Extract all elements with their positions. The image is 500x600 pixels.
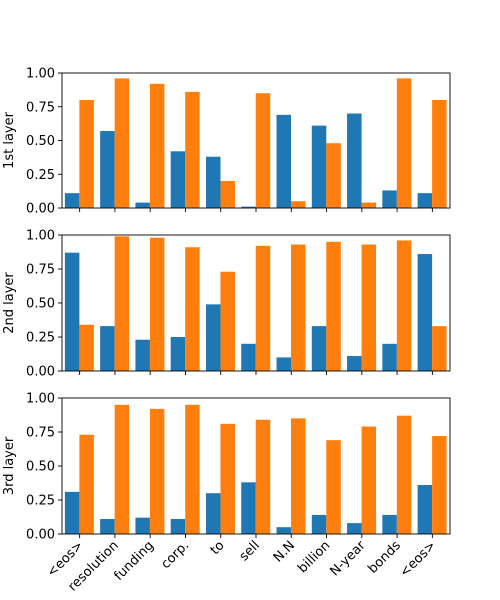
bar-2-5: [220, 423, 235, 534]
bar-1-8: [311, 326, 327, 371]
bar-2-4: [185, 404, 200, 534]
bar-1-1: [64, 252, 80, 371]
panel-1: 0.00 0.25 0.50 0.75 1.00 1st layer: [2, 67, 451, 217]
bar-1-7: [276, 527, 292, 534]
bar-2-1: [79, 324, 94, 371]
bar-2-5: [220, 181, 235, 208]
bar-1-4: [170, 151, 186, 208]
bar-2-3: [149, 408, 165, 534]
bar-2-4: [185, 91, 200, 208]
panel-3: 0.00 0.25 0.50 0.75 1.00 3rd layer: [2, 392, 451, 543]
bar-2-7: [291, 418, 306, 534]
bar-1-6: [241, 482, 256, 534]
bar-2-9: [361, 244, 377, 371]
bar-1-8: [311, 125, 327, 208]
bar-2-11: [432, 436, 447, 534]
bar-2-2: [114, 78, 130, 209]
y-axis-label: 3rd layer: [2, 436, 17, 495]
bar-1-1: [64, 491, 80, 534]
bar-2-9: [361, 426, 377, 534]
bar-2-8: [326, 440, 341, 534]
bar-1-9: [347, 113, 362, 208]
y-tick-label: 0.25: [26, 494, 55, 509]
bar-1-11: [417, 193, 433, 208]
bar-2-10: [396, 240, 412, 371]
y-tick-label: 0.75: [26, 100, 55, 115]
bar-2-5: [220, 271, 235, 371]
bar-2-7: [291, 201, 306, 208]
bar-2-8: [326, 241, 341, 371]
bar-1-4: [170, 337, 186, 371]
bar-1-9: [347, 523, 362, 534]
bar-2-6: [255, 419, 271, 534]
y-tick-label: 0.50: [26, 134, 55, 149]
bar-1-5: [205, 156, 221, 208]
y-tick-label: 0.25: [26, 168, 55, 183]
bar-1-2: [100, 131, 115, 208]
bar-2-3: [149, 237, 165, 371]
bar-2-1: [79, 434, 94, 534]
bar-1-7: [276, 357, 292, 371]
bar-1-11: [417, 485, 433, 534]
bar-1-5: [205, 493, 221, 534]
bar-1-6: [241, 343, 256, 371]
bar-1-10: [382, 190, 397, 208]
bar-2-6: [255, 245, 271, 371]
y-tick-label: 0.75: [26, 426, 55, 441]
bar-2-11: [432, 326, 447, 371]
bar-1-3: [135, 517, 150, 534]
y-tick-label: 0.25: [26, 331, 55, 346]
panel-2: 0.00 0.25 0.50 0.75 1.00 2nd layer: [2, 229, 451, 380]
bar-2-6: [255, 93, 271, 208]
bar-1-2: [100, 326, 115, 371]
bar-1-10: [382, 514, 397, 534]
bar-2-1: [79, 100, 94, 208]
y-tick-label: 0.00: [26, 528, 55, 543]
x-tick-label: sell: [237, 538, 263, 564]
x-tick-label: corp.: [158, 538, 192, 572]
bar-2-9: [361, 202, 377, 208]
bar-1-3: [135, 339, 150, 371]
y-tick-label: 0.50: [26, 297, 55, 312]
y-tick-label: 0.50: [26, 460, 55, 475]
y-tick-label: 0.00: [26, 365, 55, 380]
y-tick-label: 0.00: [26, 202, 55, 217]
bar-2-10: [396, 415, 412, 534]
bar-1-4: [170, 519, 186, 534]
x-tick-label: billion: [295, 538, 333, 576]
x-tick-label: to: [208, 538, 228, 558]
bar-1-8: [311, 514, 327, 534]
y-tick-label: 1.00: [26, 67, 55, 82]
bar-2-2: [114, 404, 130, 534]
y-axis-label: 1st layer: [2, 111, 17, 169]
y-tick-label: 0.75: [26, 263, 55, 278]
bar-2-2: [114, 236, 130, 371]
y-axis-label: 2nd layer: [2, 272, 17, 334]
bar-1-7: [276, 114, 292, 208]
bar-1-11: [417, 254, 433, 371]
y-tick-label: 1.00: [26, 229, 55, 244]
bar-1-9: [347, 356, 362, 371]
bar-1-5: [205, 304, 221, 371]
bar-2-10: [396, 78, 412, 209]
bar-1-10: [382, 343, 397, 371]
x-tick-label: funding: [111, 538, 157, 584]
bar-1-1: [64, 193, 80, 208]
bar-2-3: [149, 83, 165, 208]
bar-2-7: [291, 244, 306, 371]
x-tick-label: <eos>: [397, 538, 439, 580]
bar-2-11: [432, 100, 447, 208]
x-tick-label: N-year: [327, 538, 369, 580]
y-tick-label: 1.00: [26, 392, 55, 407]
bar-1-6: [241, 206, 256, 208]
bar-2-8: [326, 143, 341, 208]
bar-1-2: [100, 519, 115, 534]
bar-2-4: [185, 247, 200, 371]
bar-1-3: [135, 202, 150, 208]
x-tick-label: N.N: [271, 538, 298, 565]
